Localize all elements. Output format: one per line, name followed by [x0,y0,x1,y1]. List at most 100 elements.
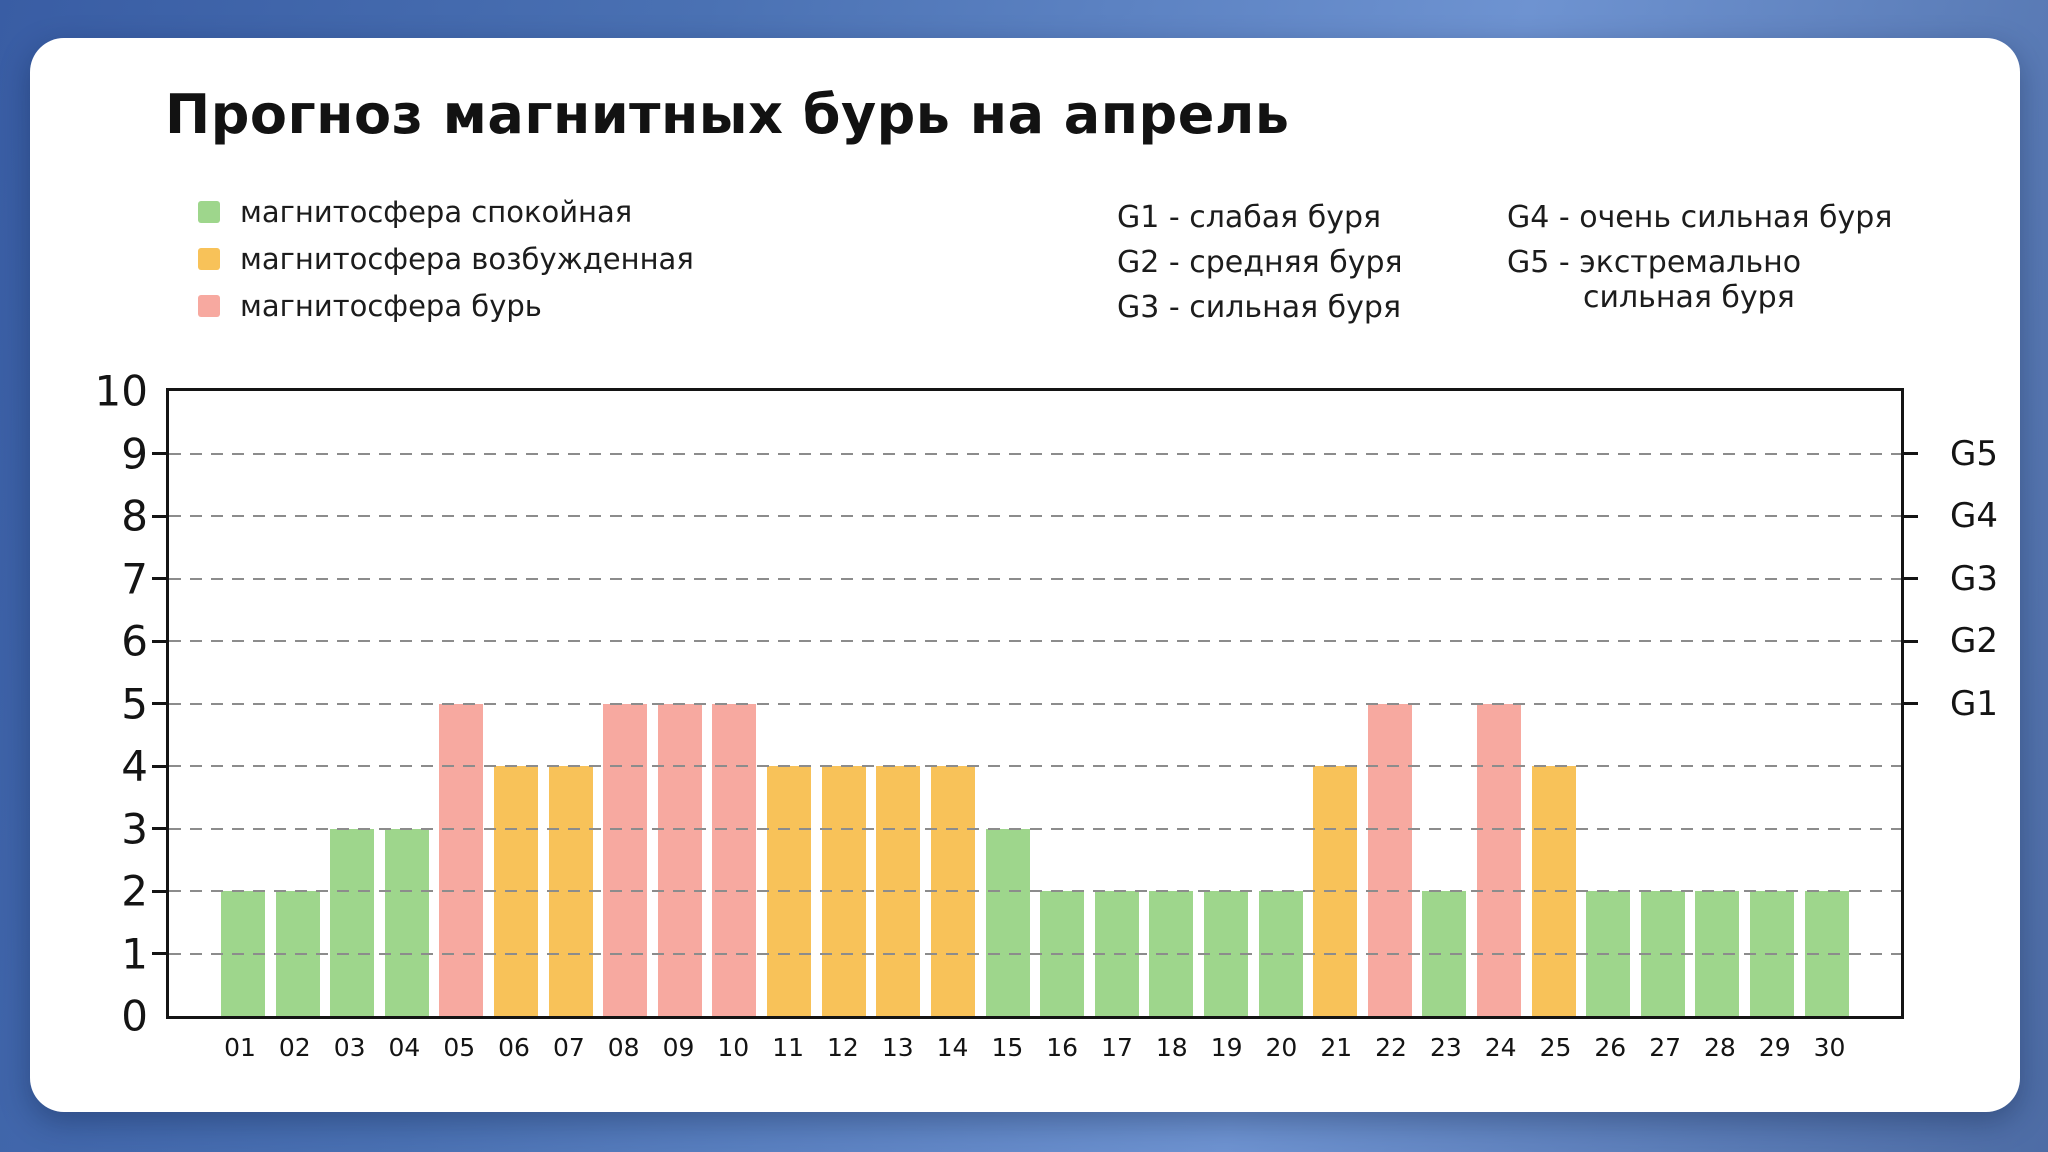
bar-day-05 [439,703,484,1016]
left-tick-3 [152,827,166,830]
gridline-1 [169,952,1901,955]
x-axis-label-16: 16 [1046,1033,1079,1062]
x-axis-label-15: 15 [991,1033,1024,1062]
left-tick-6 [152,639,166,643]
left-tick-7 [152,577,166,580]
y-axis-label-10: 10 [94,366,148,416]
right-axis-label-g3: G3 [1950,558,1998,599]
x-axis-label-30: 30 [1813,1033,1846,1062]
gridline-3 [169,827,1901,830]
excited-color-swatch [198,247,220,270]
x-axis-label-23: 23 [1429,1033,1462,1062]
left-tick-4 [152,764,166,768]
left-tick-5 [152,702,166,705]
x-axis-labels: 01 02 03 04 05 06 07 08 09 10 11 12 13 14 15 16 17 18 19 20… [166,1033,1904,1062]
x-axis-label-29: 29 [1758,1033,1791,1062]
legend-item-storm: магнитосфера бурь [198,282,694,329]
legend-label: магнитосфера бурь [240,288,542,323]
legend-label: магнитосфера возбужденная [240,241,694,276]
magnetosphere-legend: магнитосфера спокойная магнитосфера возб… [198,188,694,329]
y-axis-label-0: 0 [121,991,148,1041]
gridline-7 [169,577,1901,580]
x-axis-label-03: 03 [333,1033,366,1062]
bar-day-15 [985,828,1030,1016]
x-axis-label-17: 17 [1101,1033,1133,1062]
gridline-6 [169,640,1901,642]
x-axis-label-25: 25 [1539,1033,1572,1062]
y-axis-label-2: 2 [121,866,148,916]
gridline-4 [169,765,1901,767]
plot-area [166,388,1904,1019]
storm-color-swatch [198,294,220,317]
x-axis-label-07: 07 [552,1033,585,1062]
y-axis-label-4: 4 [121,741,148,791]
x-axis-label-28: 28 [1704,1033,1736,1062]
right-axis-label-g1: G1 [1950,683,1998,724]
x-axis-label-19: 19 [1210,1033,1243,1062]
bar-chart: 01 02 03 04 05 06 07 08 09 10 11 12 13 14 15 16 17 18 19 20… [30,367,2020,1108]
x-axis-label-24: 24 [1484,1033,1517,1062]
right-tick-g1 [1904,702,1918,705]
x-axis-label-05: 05 [443,1033,476,1062]
x-axis-label-02: 02 [278,1033,311,1062]
bar-day-04 [384,828,429,1016]
x-axis-label-21: 21 [1320,1033,1353,1062]
right-axis-label-g2: G2 [1950,621,1998,661]
x-axis-label-11: 11 [772,1033,805,1062]
right-tick-g5 [1904,452,1918,455]
bar-day-22 [1367,703,1412,1016]
x-axis-label-26: 26 [1594,1033,1627,1062]
left-tick-9 [152,452,166,455]
gridline-5 [169,702,1901,705]
x-axis-label-12: 12 [827,1033,859,1062]
forecast-card: Прогноз магнитных бурь на апрель магнито… [30,38,2020,1112]
gridline-2 [169,890,1901,892]
x-axis-label-04: 04 [388,1033,421,1062]
storm-scale-legend-col2: G4 - очень сильная буря G5 - экстремальн… [1507,195,1892,316]
right-tick-g4 [1904,514,1918,518]
right-axis-label-g4: G4 [1950,496,1998,536]
y-axis-label-1: 1 [121,929,148,978]
storm-level-g4: G4 - очень сильная буря [1507,200,1893,235]
legend-item-calm: магнитосфера спокойная [198,188,694,235]
x-axis-label-18: 18 [1155,1033,1188,1062]
storm-level-g3: G3 - сильная буря [1117,290,1402,325]
y-axis-label-6: 6 [121,616,148,666]
x-axis-label-08: 08 [607,1033,640,1062]
x-axis-label-20: 20 [1265,1033,1298,1062]
page-title: Прогноз магнитных бурь на апрель [165,83,1290,146]
bar-day-10 [712,703,757,1016]
bar-day-09 [657,703,702,1016]
calm-color-swatch [198,200,220,223]
bar-day-24 [1477,703,1522,1016]
x-axis-label-01: 01 [224,1033,256,1062]
bar-day-08 [603,703,648,1016]
y-axis-label-5: 5 [121,679,148,728]
legend-label: магнитосфера спокойная [240,194,633,229]
right-tick-g3 [1904,577,1918,580]
gridline-8 [169,515,1901,517]
y-axis-label-7: 7 [121,554,148,603]
y-axis-label-9: 9 [121,429,148,478]
storm-level-g2: G2 - средняя буря [1117,245,1403,280]
right-axis-label-g5: G5 [1950,433,1998,474]
bar-day-03 [330,828,375,1016]
storm-level-g5-line1: G5 - экстремально [1507,245,1802,280]
left-tick-1 [152,952,166,955]
x-axis-label-06: 06 [498,1033,530,1062]
left-tick-8 [152,514,166,518]
legend-item-excited: магнитосфера возбужденная [198,235,694,282]
storm-scale-legend-col1: G1 - слабая буря G2 - средняя буря G3 - … [1117,195,1403,330]
gridline-9 [169,452,1901,455]
x-axis-label-22: 22 [1375,1033,1407,1062]
x-axis-label-27: 27 [1649,1033,1682,1062]
right-tick-g2 [1904,639,1918,643]
y-axis-label-3: 3 [121,804,148,853]
x-axis-label-14: 14 [936,1033,969,1062]
x-axis-label-10: 10 [717,1033,750,1062]
y-axis-label-8: 8 [121,491,148,541]
x-axis-label-09: 09 [662,1033,695,1062]
left-tick-2 [152,889,166,893]
x-axis-label-13: 13 [881,1033,914,1062]
storm-level-g5-line2: сильная буря [1583,280,1795,315]
